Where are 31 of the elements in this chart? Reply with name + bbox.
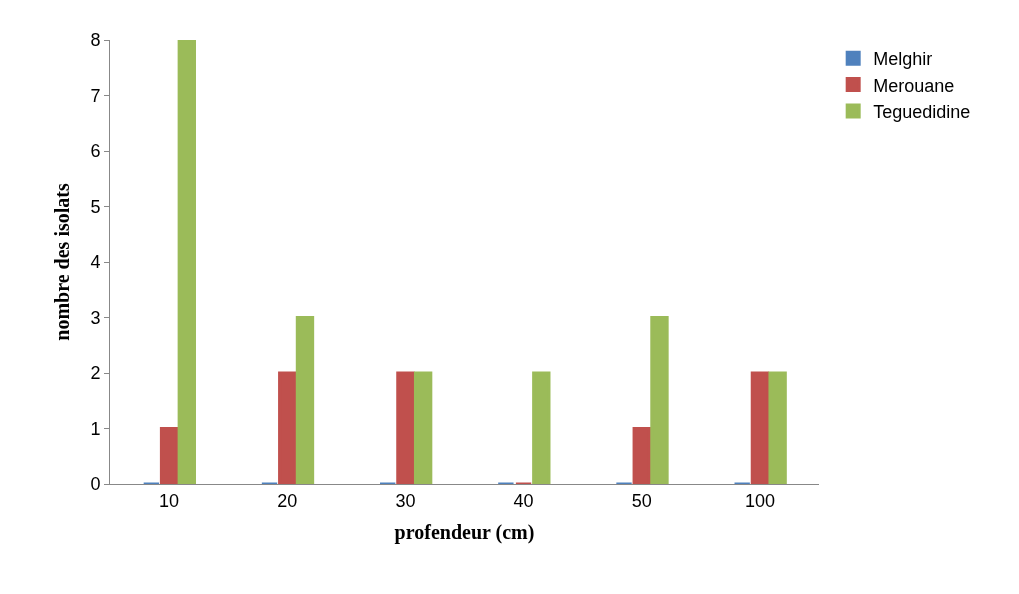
y-tick-label: 3 — [90, 307, 101, 328]
x-tick-label: 20 — [277, 490, 298, 511]
y-tick-label: 5 — [90, 196, 101, 217]
bar — [396, 371, 415, 484]
bar — [750, 371, 770, 484]
legend-label: Melghir — [873, 49, 933, 70]
y-tick-label: 4 — [90, 252, 101, 273]
y-axis-title: nombre des isolats — [50, 183, 73, 341]
bar — [159, 427, 179, 484]
y-tick-label: 1 — [90, 418, 101, 439]
x-tick-label: 50 — [631, 490, 652, 511]
y-tick-label: 8 — [90, 30, 101, 51]
legend-label: Teguedidine — [873, 102, 971, 123]
x-tick-label: 30 — [395, 490, 416, 511]
y-tick-label: 0 — [90, 474, 101, 495]
x-tick-label: 100 — [744, 490, 775, 511]
bar — [532, 371, 551, 484]
x-tick-label: 10 — [159, 490, 180, 511]
x-tick-label: 40 — [513, 490, 534, 511]
bar — [650, 316, 669, 484]
y-tick-label: 7 — [90, 85, 101, 106]
bar — [768, 371, 787, 484]
bar — [413, 371, 433, 484]
y-tick-label: 2 — [90, 363, 101, 384]
x-axis-title: profendeur (cm) — [394, 521, 535, 545]
bar — [177, 40, 196, 484]
bar — [632, 427, 651, 484]
bar — [278, 371, 297, 484]
y-tick-label: 6 — [90, 141, 101, 162]
legend-label: Merouane — [873, 75, 955, 96]
bar — [295, 316, 315, 484]
